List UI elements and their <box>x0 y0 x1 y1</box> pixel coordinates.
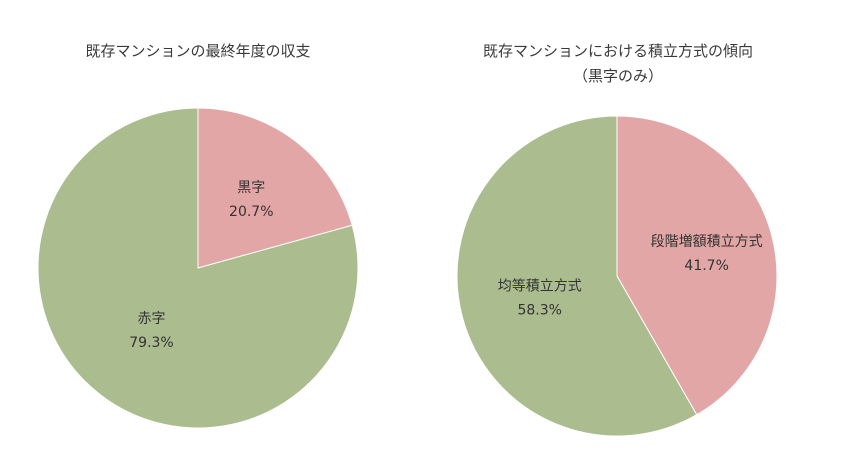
pie-slice-0-0 <box>197 107 353 269</box>
slice-value-label-0-1: 79.3% <box>129 335 173 351</box>
chart-title-right: 既存マンションにおける積立方式の傾向 <box>482 42 753 60</box>
chart-title-left: 既存マンションの最終年度の収支 <box>85 42 311 60</box>
slice-value-label-1-0: 41.7% <box>684 258 728 274</box>
slice-value-label-0-0: 20.7% <box>229 204 273 220</box>
slice-category-label-1-1: 均等積立方式 <box>498 278 582 295</box>
pie-slice-1-1 <box>456 115 698 437</box>
chart-subtitle-right: （黒字のみ） <box>572 67 663 85</box>
pie-slice-0-1 <box>37 107 359 429</box>
slice-value-label-1-1: 58.3% <box>517 303 561 319</box>
slice-category-label-0-0: 黒字 <box>237 180 265 196</box>
pie-slice-1-0 <box>616 115 778 416</box>
slice-category-label-0-1: 赤字 <box>138 311 166 327</box>
slice-category-label-1-0: 段階増額積立方式 <box>651 234 763 250</box>
